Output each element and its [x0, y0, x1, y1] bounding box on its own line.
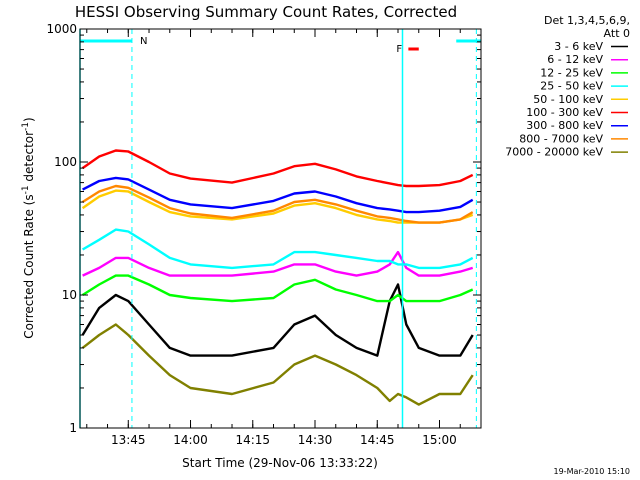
y-axis-label-sup2: -1: [21, 122, 31, 131]
x-axis-label: Start Time (29-Nov-06 13:33:22): [182, 456, 378, 470]
series-line-1: [82, 250, 474, 277]
y-axis-label-main: Corrected Count Rate (s: [22, 194, 36, 338]
series-line-4: [81, 189, 474, 224]
timestamp: 19-Mar-2010 15:10: [554, 467, 631, 476]
y-axis-label: Corrected Count Rate (s-1 detector-1): [21, 117, 36, 338]
legend-label-1: 6 - 12 keV: [547, 53, 603, 66]
legend-label-8: 7000 - 20000 keV: [505, 146, 603, 159]
x-tick-label-2: 14:15: [235, 433, 270, 447]
series-line-8: [81, 323, 474, 406]
legend-header-line-1: Det 1,3,4,5,6,9,: [544, 14, 630, 27]
legend-label-6: 300 - 800 keV: [526, 119, 603, 132]
legend-label-2: 12 - 25 keV: [540, 66, 603, 79]
y-tick-label-2: 100: [54, 155, 77, 169]
legend-label-4: 50 - 100 keV: [533, 93, 603, 106]
plot-frame: [79, 28, 482, 429]
series-layer: [81, 149, 474, 406]
x-tick-label-5: 15:00: [422, 433, 457, 447]
y-axis-label-mid: detector: [22, 131, 36, 186]
series-line-7: [81, 184, 474, 224]
night-flag-label: N: [140, 36, 147, 47]
annotation-layer: NF: [79, 29, 481, 428]
series-line-0: [81, 283, 474, 357]
y-tick-label-3: 1000: [46, 22, 77, 36]
y-axis-label-end: ): [22, 117, 36, 122]
y-tick-label-0: 1: [69, 421, 77, 435]
series-line-6: [82, 176, 474, 214]
legend-label-0: 3 - 6 keV: [554, 40, 603, 53]
series-line-5: [81, 149, 474, 188]
axis-layer: 1 10 100 1000 13:45 14:00 14:15 14:30 14:45 15:00: [46, 22, 482, 447]
x-tick-label-4: 14:45: [360, 433, 395, 447]
flare-flag-label: F: [396, 44, 402, 55]
legend-header-line-2: Att 0: [604, 27, 630, 40]
series-line-2: [81, 274, 474, 303]
legend-label-3: 25 - 50 keV: [540, 80, 603, 93]
x-tick-label-0: 13:45: [111, 433, 146, 447]
x-tick-label-3: 14:30: [298, 433, 333, 447]
legend-label-7: 800 - 7000 keV: [519, 132, 603, 145]
y-axis-label-sup1: -1: [21, 185, 31, 194]
series-line-3: [81, 228, 474, 270]
y-tick-label-1: 10: [62, 288, 77, 302]
x-tick-label-1: 14:00: [173, 433, 208, 447]
chart-title: HESSI Observing Summary Count Rates, Cor…: [75, 3, 457, 21]
legend-label-5: 100 - 300 keV: [526, 106, 603, 119]
